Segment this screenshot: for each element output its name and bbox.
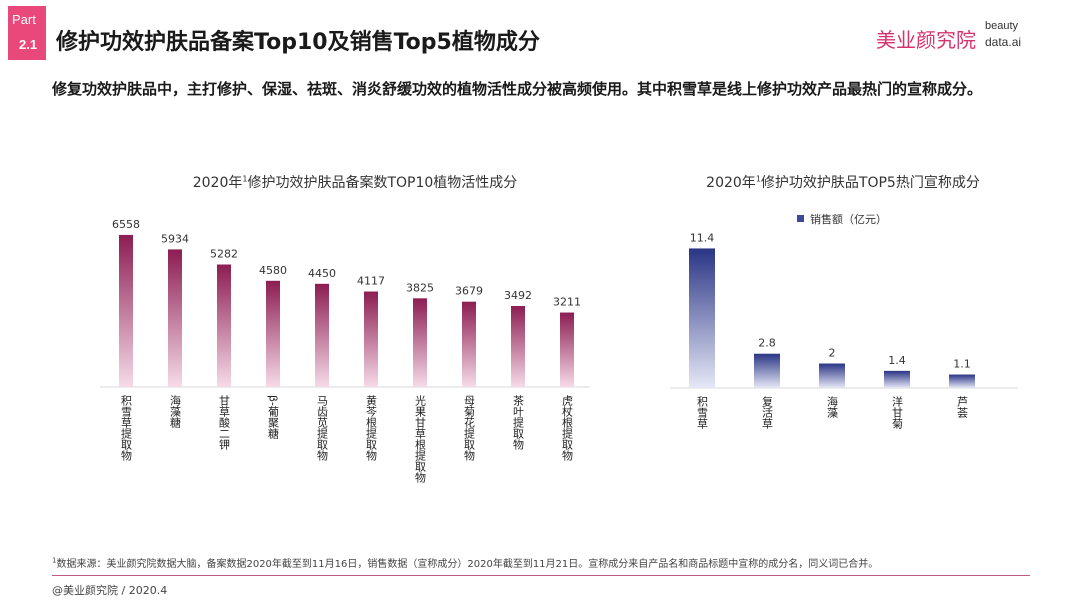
data-label-5: 1.1 (953, 358, 971, 371)
footnote-sup: 1 (52, 556, 57, 565)
part-number: 2.1 (19, 37, 38, 52)
data-label-4: 4580 (259, 264, 287, 277)
category-label-1: 积雪草提取物 (120, 395, 133, 461)
category-label-5: 芦荟 (956, 396, 969, 419)
right-chart-title-rest: 修护功效护肤品TOP5热门宣称成分 (760, 175, 980, 191)
right-chart-title-prefix: 2020年 (706, 175, 756, 191)
page-subtitle: 修复功效护肤品中，主打修护、保湿、祛斑、消炎舒缓功效的植物活性成分被高频使用。其… (52, 80, 983, 98)
category-label-3: 海藻 (826, 395, 839, 419)
bar-2 (754, 353, 780, 388)
category-label-4: 洋甘菊 (891, 395, 904, 430)
data-label-2: 2.8 (758, 337, 776, 350)
footnote-text: 数据来源：美业颜究院数据大脑，备案数据2020年截至到11月16日，销售数据（宣… (56, 559, 879, 570)
data-label-5: 4450 (308, 267, 336, 280)
bar-4 (266, 280, 280, 387)
data-label-6: 4117 (357, 275, 385, 288)
data-label-9: 3492 (504, 289, 532, 302)
right-chart-title-sup: 1 (755, 174, 761, 184)
data-label-8: 3679 (455, 285, 483, 298)
category-label-8: 母菊花提取物 (463, 395, 476, 461)
logo-cn: 美业颜究院 (876, 28, 976, 52)
footnote: 1数据来源：美业颜究院数据大脑，备案数据2020年截至到11月16日，销售数据（… (52, 555, 878, 570)
logo-en-line1: beauty (985, 20, 1019, 32)
left-chart-title-sup: 1 (242, 174, 248, 184)
bar-1 (119, 234, 133, 387)
data-label-3: 5282 (210, 248, 238, 261)
bar-7 (413, 298, 427, 387)
bar-1 (689, 248, 715, 388)
category-label-10: 虎杖根提取物 (561, 395, 574, 461)
category-label-2: 复活草 (761, 395, 774, 429)
bar-3 (217, 264, 231, 387)
legend-swatch (797, 215, 804, 222)
bar-5 (949, 374, 975, 388)
category-label-1: 积雪草 (696, 396, 709, 429)
left-chart-title-rest: 修护功效护肤品备案数TOP10植物活性成分 (247, 175, 518, 191)
bar-5 (315, 283, 329, 387)
bar-4 (884, 370, 910, 388)
part-badge: Part 2.1 (8, 6, 46, 60)
data-label-1: 11.4 (690, 231, 715, 244)
data-label-3: 2 (829, 347, 836, 360)
data-label-7: 3825 (406, 281, 434, 294)
category-label-9: 茶叶提取物 (512, 395, 525, 450)
category-label-2: 海藻糖 (169, 394, 182, 429)
legend-label: 销售额（亿元） (810, 212, 887, 226)
category-label-3: 甘草酸二钾 (218, 395, 231, 450)
category-label-6: 黄芩根提取物 (365, 394, 378, 461)
data-label-10: 3211 (553, 296, 581, 309)
page-title: 修护功效护肤品备案Top10及销售Top5植物成分 (56, 30, 540, 55)
brand-logo: 美业颜究院 beauty data.ai (876, 20, 1046, 60)
bar-9 (511, 306, 525, 387)
data-label-2: 5934 (161, 232, 189, 245)
bar-8 (462, 301, 476, 387)
bar-2 (168, 249, 182, 387)
category-label-7: 光果甘草根提取物 (414, 394, 427, 483)
data-label-4: 1.4 (888, 354, 906, 367)
bar-3 (819, 363, 845, 388)
category-label-5: 马齿苋提取物 (316, 395, 329, 461)
data-label-1: 6558 (112, 218, 140, 231)
copyright: @美业颜究院 / 2020.4 (52, 584, 168, 597)
logo-en-line2: data.ai (985, 35, 1022, 49)
left-chart-title: 2020年1修护功效护肤品备案数TOP10植物活性成分 (140, 172, 570, 192)
bar-6 (364, 291, 378, 387)
category-label-4: β-葡聚糖 (267, 395, 280, 440)
part-word: Part (12, 12, 36, 27)
bar-10 (560, 312, 574, 387)
left-chart-title-prefix: 2020年 (192, 175, 243, 191)
footer-divider (52, 575, 1030, 576)
right-chart-title: 2020年1修护功效护肤品TOP5热门宣称成分 (678, 172, 1008, 192)
